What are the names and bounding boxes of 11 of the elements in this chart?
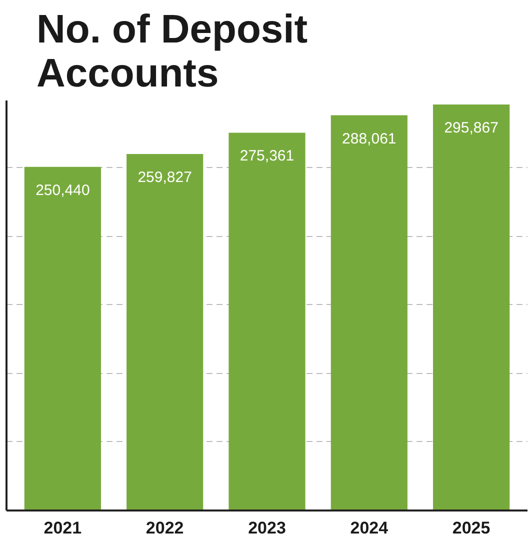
chart-title: No. of Deposit Accounts <box>36 8 308 96</box>
x-tick-label: 2022 <box>146 518 184 536</box>
data-label: 250,440 <box>36 182 90 199</box>
data-label: 288,061 <box>342 130 396 148</box>
data-label: 259,827 <box>138 169 192 186</box>
data-label: 275,361 <box>240 148 294 165</box>
x-tick-label: 2021 <box>44 518 82 536</box>
x-tick-label: 2024 <box>350 518 389 536</box>
x-tick-label: 2025 <box>452 518 490 536</box>
data-label: 295,867 <box>444 120 498 137</box>
x-tick-label: 2023 <box>248 518 286 536</box>
